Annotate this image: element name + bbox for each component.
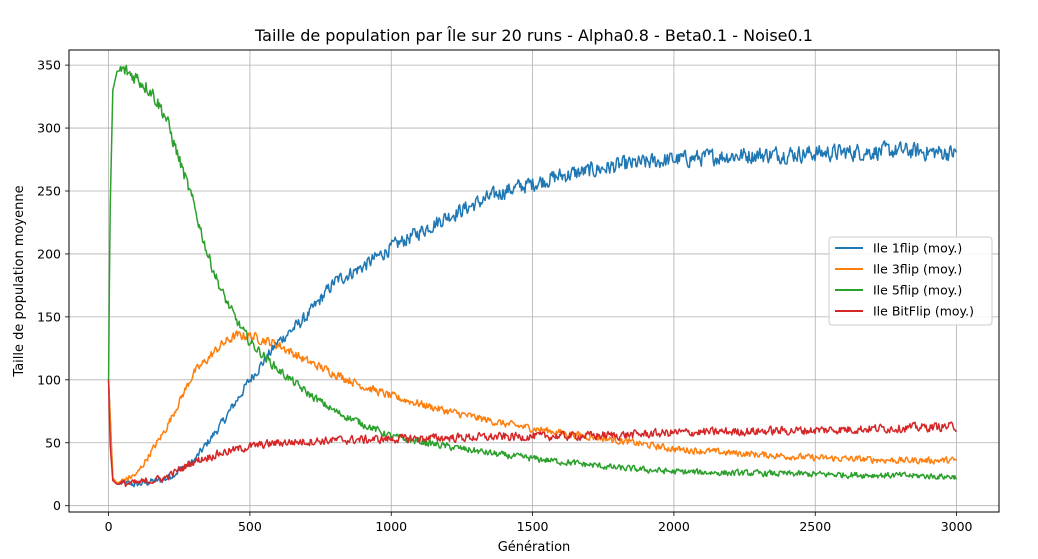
series-line-2 [107, 330, 957, 484]
y-axis-ticks: 0 50 100 150 200 250 300 350 [37, 58, 69, 513]
x-tick-label: 2500 [799, 519, 831, 534]
y-tick-label: 350 [37, 58, 61, 73]
y-tick-label: 250 [37, 183, 61, 198]
x-tick-label: 3000 [941, 519, 973, 534]
series-line-3 [107, 64, 957, 480]
series-line-4 [107, 379, 957, 488]
legend: Ile 1flip (moy.) Ile 3flip (moy.) Ile 5fli… [828, 236, 993, 326]
y-tick-label: 300 [37, 121, 61, 136]
plot-frame [68, 49, 1000, 513]
y-tick-label: 200 [37, 246, 61, 261]
y-tick-label: 100 [37, 372, 61, 387]
series-line-1 [107, 140, 958, 488]
legend-box [828, 236, 993, 326]
legend-entry: Ile 3flip (moy.) [873, 262, 962, 277]
y-axis-label: Taille de population moyenne [12, 185, 27, 377]
legend-entry: Ile 5flip (moy.) [873, 283, 962, 298]
x-tick-label: 2000 [658, 519, 690, 534]
y-tick-label: 150 [37, 309, 61, 324]
plot-series [107, 64, 958, 488]
x-axis-label: Génération [498, 540, 571, 555]
chart-title: Taille de population par Île sur 20 runs… [254, 26, 813, 45]
x-tick-label: 500 [238, 519, 262, 534]
x-tick-label: 0 [105, 519, 113, 534]
y-tick-label: 0 [53, 498, 61, 513]
x-axis-ticks: 0 500 1000 1500 2000 2500 3000 [105, 512, 973, 534]
y-tick-label: 50 [45, 435, 61, 450]
legend-entry: Ile BitFlip (moy.) [873, 304, 974, 319]
legend-entry: Ile 1flip (moy.) [873, 241, 962, 256]
x-tick-label: 1500 [517, 519, 549, 534]
x-tick-label: 1000 [375, 519, 407, 534]
